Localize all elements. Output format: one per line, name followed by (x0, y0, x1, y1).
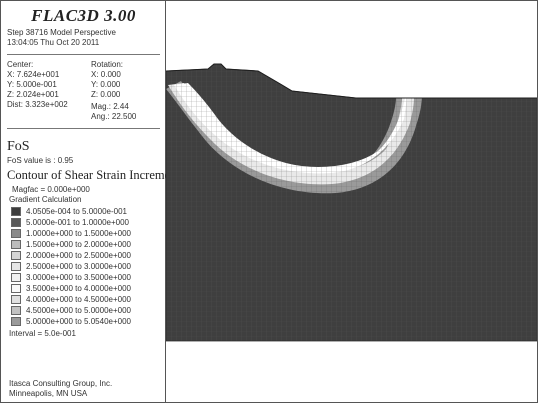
legend-row: 3.0000e+000 to 3.5000e+000 (11, 272, 161, 283)
rotation-x: X: 0.000 (91, 70, 121, 79)
mesh-plot (166, 63, 537, 342)
company-location: Minneapolis, MN USA (9, 389, 88, 398)
model-viewport[interactable] (166, 1, 537, 402)
center-y: Y: 5.000e-001 (7, 80, 57, 89)
step-line: Step 38716 Model Perspective (7, 28, 116, 37)
legend-range: 3.5000e+000 to 4.0000e+000 (26, 284, 131, 293)
legend-swatch (11, 251, 21, 260)
ground-surface (166, 63, 537, 99)
legend-row: 3.5000e+000 to 4.0000e+000 (11, 283, 161, 294)
legend-swatch (11, 218, 21, 227)
legend-row: 4.0505e-004 to 5.0000e-001 (11, 206, 161, 217)
center-z: Z: 2.024e+001 (7, 90, 59, 99)
legend-range: 5.0000e-001 to 1.0000e+000 (26, 218, 129, 227)
fos-value: FoS value is : 0.95 (7, 156, 74, 165)
time-line: 13:04:05 Thu Oct 20 2011 (7, 38, 100, 47)
legend-swatch (11, 317, 21, 326)
fos-heading: FoS (7, 139, 30, 154)
legend-swatch (11, 295, 21, 304)
legend-range: 4.0000e+000 to 4.5000e+000 (26, 295, 131, 304)
gradient-label: Gradient Calculation (9, 195, 82, 204)
legend-row: 4.0000e+000 to 4.5000e+000 (11, 294, 161, 305)
legend-row: 5.0000e-001 to 1.0000e+000 (11, 217, 161, 228)
app-title: FLAC3D 3.00 (31, 6, 136, 25)
contour-heading: Contour of Shear Strain Increment (7, 168, 180, 182)
legend-range: 3.0000e+000 to 3.5000e+000 (26, 273, 131, 282)
legend-row: 2.0000e+000 to 2.5000e+000 (11, 250, 161, 261)
rotation-heading: Rotation: (91, 60, 124, 69)
divider (7, 54, 160, 55)
center-x: X: 7.624e+001 (7, 70, 60, 79)
legend-range: 2.5000e+000 to 3.0000e+000 (26, 262, 131, 271)
legend-row: 4.5000e+000 to 5.0000e+000 (11, 305, 161, 316)
divider (7, 128, 160, 129)
magfac: Magfac = 0.000e+000 (12, 185, 90, 194)
rotation-ang: Ang.: 22.500 (91, 112, 137, 121)
legend-swatch (11, 240, 21, 249)
center-dist: Dist: 3.323e+002 (7, 100, 68, 109)
company-name: Itasca Consulting Group, Inc. (9, 379, 113, 388)
rotation-mag: Mag.: 2.44 (91, 102, 129, 111)
legend-row: 1.5000e+000 to 2.0000e+000 (11, 239, 161, 250)
legend-swatch (11, 262, 21, 271)
legend-swatch (11, 284, 21, 293)
center-heading: Center: (7, 60, 34, 69)
rotation-y: Y: 0.000 (91, 80, 121, 89)
legend-row: 1.0000e+000 to 1.5000e+000 (11, 228, 161, 239)
legend-range: 2.0000e+000 to 2.5000e+000 (26, 251, 131, 260)
interval: Interval = 5.0e-001 (9, 329, 76, 338)
legend-range: 4.0505e-004 to 5.0000e-001 (26, 207, 127, 216)
legend-swatch (11, 207, 21, 216)
legend-row: 2.5000e+000 to 3.0000e+000 (11, 261, 161, 272)
legend-range: 1.5000e+000 to 2.0000e+000 (26, 240, 131, 249)
legend-range: 4.5000e+000 to 5.0000e+000 (26, 306, 131, 315)
legend-range: 1.0000e+000 to 1.5000e+000 (26, 229, 131, 238)
legend-swatch (11, 306, 21, 315)
legend-swatch (11, 273, 21, 282)
legend-row: 5.0000e+000 to 5.0540e+000 (11, 316, 161, 327)
rotation-z: Z: 0.000 (91, 90, 121, 99)
legend-swatch (11, 229, 21, 238)
info-panel: FLAC3D 3.00 Step 38716 Model Perspective… (1, 1, 180, 402)
legend-range: 5.0000e+000 to 5.0540e+000 (26, 317, 131, 326)
